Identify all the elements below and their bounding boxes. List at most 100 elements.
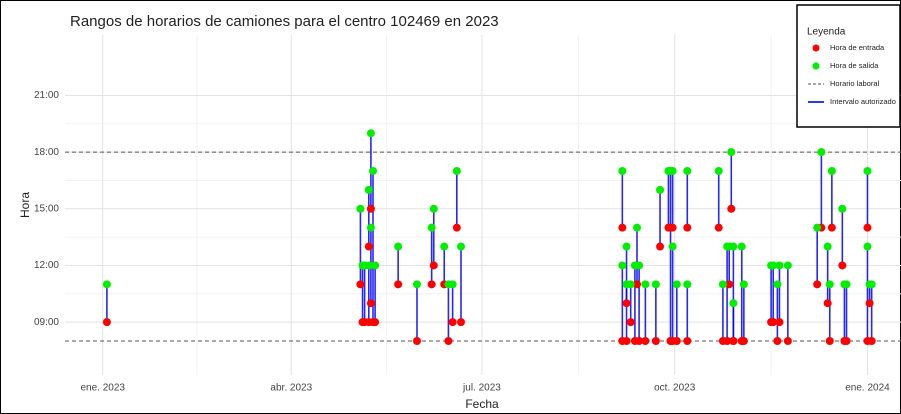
point [413, 280, 421, 289]
point [773, 280, 782, 289]
legend-symbol [812, 62, 820, 70]
point [635, 261, 644, 270]
point [651, 280, 660, 289]
point [366, 204, 375, 213]
point [452, 223, 461, 232]
x-axis-label: Fecha [465, 397, 499, 411]
point [413, 337, 421, 345]
point [622, 242, 631, 251]
point [775, 261, 784, 270]
point [672, 337, 681, 345]
point [718, 280, 727, 289]
point [656, 185, 665, 194]
point [371, 261, 380, 270]
legend-label: Intervalo autorizado [830, 97, 896, 106]
point [823, 299, 832, 308]
point [739, 337, 748, 345]
point [842, 280, 851, 289]
point [727, 204, 736, 213]
point [448, 318, 457, 327]
point [641, 337, 650, 345]
point [626, 280, 635, 289]
point [656, 242, 665, 251]
point [618, 167, 627, 175]
point [457, 242, 465, 251]
point [364, 261, 373, 270]
point [364, 242, 373, 251]
point [366, 223, 375, 232]
point [102, 318, 111, 327]
point [783, 261, 792, 270]
point [813, 223, 822, 232]
point [444, 337, 453, 345]
point [452, 167, 461, 175]
point [683, 337, 692, 345]
point [725, 280, 734, 289]
x-tick-label: ene. 2024 [845, 383, 890, 394]
legend-symbol [812, 44, 820, 52]
legend-title: Leyenda [807, 27, 846, 38]
x-tick-label: oct. 2023 [654, 383, 696, 394]
point [394, 280, 403, 289]
legend-label: Horario laboral [830, 79, 880, 88]
point [867, 337, 876, 345]
point [366, 129, 375, 138]
point [863, 242, 872, 251]
point [683, 280, 692, 289]
point [668, 242, 677, 251]
x-tick-label: jul. 2023 [462, 383, 501, 394]
point [769, 261, 778, 270]
point [457, 318, 465, 327]
y-tick-label: 21:00 [34, 90, 59, 101]
point [635, 337, 644, 345]
chart-title: Rangos de horarios de camiones para el c… [70, 13, 499, 30]
point [838, 204, 847, 213]
point [429, 204, 438, 213]
legend-label: Hora de salida [830, 61, 879, 70]
point [626, 318, 635, 327]
point [618, 261, 627, 270]
point [729, 337, 738, 345]
point [366, 299, 375, 308]
point [356, 204, 365, 213]
point [427, 223, 436, 232]
point [622, 299, 631, 308]
x-tick-label: ene. 2023 [80, 383, 125, 394]
point [633, 223, 641, 232]
point [737, 242, 746, 251]
point [672, 280, 681, 289]
point [714, 223, 723, 232]
point [369, 167, 377, 175]
point [651, 337, 660, 345]
point [668, 223, 677, 232]
point [448, 280, 457, 289]
point [683, 167, 692, 175]
point [813, 280, 822, 289]
point [825, 337, 834, 345]
point [633, 280, 641, 289]
point [723, 337, 732, 345]
point [827, 223, 836, 232]
point [827, 167, 836, 175]
point [863, 167, 872, 175]
point [440, 242, 449, 251]
y-tick-label: 18:00 [34, 147, 59, 158]
legend: Leyenda Hora de entrada Hora de salida Hor… [796, 4, 901, 128]
point [775, 318, 784, 327]
point [394, 242, 403, 251]
x-tick-label: abr. 2023 [270, 383, 312, 394]
point [729, 299, 738, 308]
point [102, 280, 111, 289]
y-axis-label: Hora [18, 192, 32, 218]
point [356, 280, 365, 289]
point [683, 223, 692, 232]
point [773, 337, 782, 345]
point [429, 261, 438, 270]
y-tick-label: 12:00 [34, 260, 59, 271]
point [739, 280, 748, 289]
point [622, 337, 631, 345]
point [823, 242, 832, 251]
point [863, 223, 872, 232]
point [668, 167, 677, 175]
